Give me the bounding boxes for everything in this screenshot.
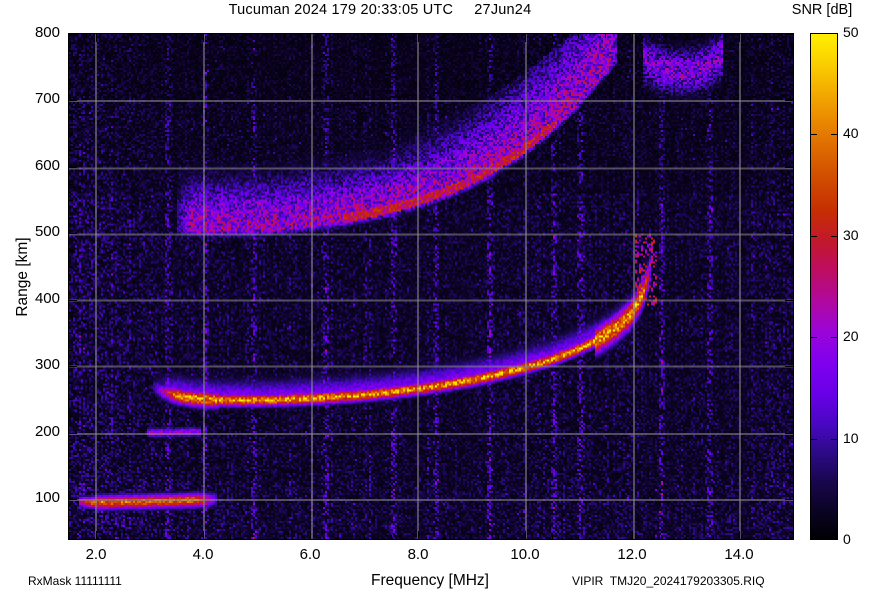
y-tick-label: 600 (34, 157, 60, 174)
colorbar-tick-label: 0 (843, 531, 851, 547)
colorbar-tick-label: 50 (843, 24, 859, 40)
ionogram-canvas-container (69, 34, 793, 539)
colorbar-tick-label: 40 (843, 125, 859, 141)
rxmask-label: RxMask 11111111 (28, 574, 122, 588)
y-tick-label: 200 (34, 423, 60, 440)
y-tick-label: 300 (34, 356, 60, 373)
y-tick-label: 800 (34, 24, 60, 41)
y-tick-label: 100 (34, 489, 60, 506)
y-axis-title: Range [km] (14, 237, 31, 317)
colorbar-tick-label: 30 (843, 227, 859, 243)
x-tick-label: 8.0 (407, 546, 429, 563)
colorbar-tick-label: 20 (843, 328, 859, 344)
colorbar-title: SNR [dB] (791, 2, 853, 18)
x-tick-label: 12.0 (617, 546, 647, 563)
x-tick-label: 6.0 (299, 546, 321, 563)
snr-colorbar[interactable] (810, 33, 838, 540)
x-tick-label: 14.0 (724, 546, 754, 563)
x-tick-label: 4.0 (192, 546, 214, 563)
page-title: Tucuman 2024 179 20:33:05 UTC 27Jun24 (228, 2, 532, 18)
x-tick-label: 10.0 (510, 546, 540, 563)
source-file-label: VIPIR TMJ20_2024179203305.RIQ (572, 574, 765, 588)
colorbar-tick-label: 10 (843, 430, 859, 446)
x-axis-title: Frequency [MHz] (370, 572, 489, 589)
x-tick-label: 2.0 (85, 546, 107, 563)
ionogram-heatmap[interactable] (69, 34, 793, 539)
y-tick-label: 700 (34, 90, 60, 107)
